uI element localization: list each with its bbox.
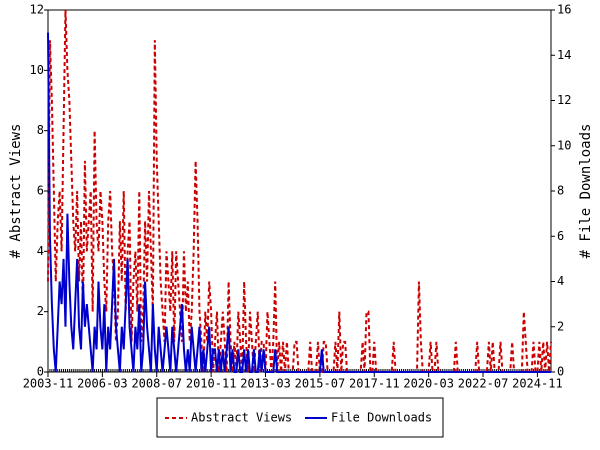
x-tick-label: 2006-03	[77, 377, 128, 391]
y-tick-label: 4	[37, 244, 44, 258]
series-line	[47, 9, 552, 373]
x-tick-label: 2020-03	[403, 377, 454, 391]
x-tick-label: 2008-07	[131, 377, 182, 391]
y2-tick-label: 12	[557, 93, 571, 107]
y2-tick-label: 8	[557, 184, 564, 198]
y-tick-label: 0	[37, 365, 44, 379]
x-tick-label: 2017-11	[349, 377, 400, 391]
plot-frame	[47, 9, 552, 373]
y-tick-label: 10	[30, 63, 44, 77]
x-tick-label: 2015-07	[295, 377, 346, 391]
y2-tick-label: 16	[557, 3, 571, 17]
series-line	[47, 32, 551, 373]
x-tick-label: 2013-03	[240, 377, 291, 391]
x-tick-label: 2024-11	[512, 377, 563, 391]
x-tick-label: 2010-11	[186, 377, 237, 391]
y2-tick-label: 14	[557, 48, 571, 62]
y2-tick-label: 0	[557, 365, 564, 379]
y2-tick-label: 6	[557, 229, 564, 243]
x-tick-label: 2022-07	[458, 377, 509, 391]
y-tick-label: 12	[30, 3, 44, 17]
x-tick-label: 2003-11	[23, 377, 74, 391]
y-tick-label: 2	[37, 304, 44, 318]
legend-label: Abstract Views	[191, 411, 292, 425]
legend-box	[156, 397, 444, 438]
y-tick-label: 8	[37, 123, 44, 137]
legend-label: File Downloads	[331, 411, 432, 425]
y2-tick-label: 10	[557, 138, 571, 152]
y-axis-label: # Abstract Views	[8, 124, 24, 259]
y-tick-label: 6	[37, 184, 44, 198]
y2-axis-label: # File Downloads	[578, 124, 594, 259]
y2-tick-label: 2	[557, 319, 564, 333]
y2-tick-label: 4	[557, 274, 564, 288]
